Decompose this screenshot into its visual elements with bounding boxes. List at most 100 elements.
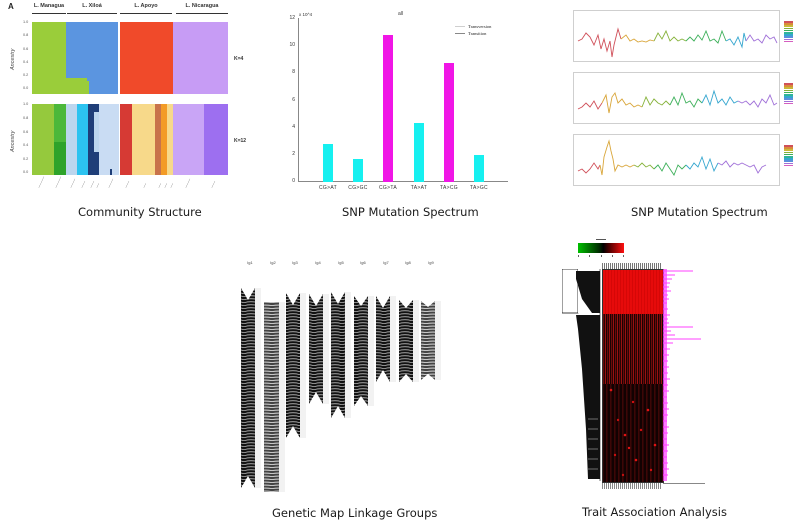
chart-title: all <box>398 11 404 17</box>
x-tick: CG>GC <box>348 185 368 191</box>
caption-snp-spectrum-lines: SNP Mutation Spectrum <box>631 205 768 219</box>
legend-swatch <box>455 26 465 27</box>
caption-genetic-map: Genetic Map Linkage Groups <box>272 506 438 520</box>
y-tick: 0.0 <box>23 170 29 174</box>
x-tick: TA>AT <box>410 185 428 191</box>
y-multiplier: x 10^4 <box>299 12 313 17</box>
line-plot-legend <box>784 21 793 43</box>
genetic-map-panel: lg1 lg2 lg3 lg4 lg5 lg6 lg7 lg8 lg9 <box>230 250 450 522</box>
caption-snp-spectrum-bar: SNP Mutation Spectrum <box>342 205 479 219</box>
line-plot-2 <box>573 72 793 124</box>
population-line <box>67 13 117 14</box>
x-tick: TA>CG <box>440 185 458 191</box>
row-dendrogram <box>562 269 601 481</box>
heatmap-x-axis <box>602 483 662 489</box>
line-plot-3 <box>573 134 793 186</box>
population-label-managua: L. Managua <box>33 3 65 9</box>
line-series-2 <box>577 89 778 114</box>
caption-trait-association: Trait Association Analysis <box>582 505 727 519</box>
k-label: K=4 <box>234 56 244 62</box>
heatmap-mid-block <box>603 314 663 384</box>
x-tick: TA>GC <box>470 185 488 191</box>
linkage-group-label: lg2 <box>270 260 276 265</box>
heatmap-column-labels <box>602 263 662 269</box>
y-axis-title: Ancestry <box>10 130 16 152</box>
y-tick: 1.0 <box>23 102 29 106</box>
bar-chart-plot-area: 12 10 8 6 4 2 0 <box>289 15 508 184</box>
population-label-apoyo: L. Apoyo <box>134 3 158 9</box>
y-tick: 10 <box>289 42 295 48</box>
caption-community-structure: Community Structure <box>78 205 202 219</box>
linkage-group-label: lg6 <box>360 260 366 265</box>
y-tick: 1.0 <box>23 20 29 24</box>
bar-cg-ta <box>383 35 393 182</box>
heatmap-low-block <box>603 384 663 482</box>
snp-spectrum-lines-panel: SNP Mutation Spectrum <box>535 0 811 225</box>
legend-item-transition: Transition <box>455 30 491 37</box>
population-line <box>120 13 172 14</box>
heatmap-grid <box>602 269 664 483</box>
line-plot-1 <box>573 10 793 62</box>
bar-cg-at <box>323 144 333 182</box>
line-series-3 <box>577 139 767 176</box>
population-line <box>32 13 66 14</box>
linkage-group-label: lg7 <box>383 260 389 265</box>
structure-plot-k12 <box>32 104 228 175</box>
population-label-nicaragua: L. Nicaragua <box>185 3 219 9</box>
linkage-group-label: lg8 <box>405 260 411 265</box>
heatmap-hotspots <box>609 388 657 477</box>
y-tick: 12 <box>289 15 295 21</box>
y-axis <box>298 18 299 182</box>
linkage-group-label: lg5 <box>338 260 344 265</box>
y-tick: 6 <box>292 97 295 103</box>
y-tick: 0.8 <box>23 33 29 37</box>
y-tick: 0.4 <box>23 60 29 64</box>
linkage-group-label: lg3 <box>292 260 298 265</box>
legend-item-transversion: Transversion <box>455 23 491 30</box>
y-tick: 0.2 <box>23 73 29 77</box>
bar-ta-at <box>414 123 424 182</box>
y-tick: 0.8 <box>23 116 29 120</box>
linkage-group-label: lg4 <box>315 260 321 265</box>
y-tick: 0.0 <box>23 86 29 90</box>
legend-swatch <box>455 33 465 34</box>
line-series-1 <box>577 27 778 58</box>
structure-plot-k4 <box>32 22 228 94</box>
population-line <box>176 13 228 14</box>
line-plot-legend <box>784 145 793 167</box>
y-tick: 0.2 <box>23 157 29 161</box>
chart-legend: Transversion Transition <box>455 23 491 37</box>
bar-ta-gc <box>474 155 484 182</box>
y-tick: 0.6 <box>23 130 29 134</box>
linkage-group-label: lg9 <box>428 260 434 265</box>
colorbar-title-line <box>596 239 606 240</box>
bar-ta-cg <box>444 63 454 182</box>
y-axis-title: Ancestry <box>10 48 16 70</box>
sample-axis-ticks: ───── ───── ──── ─── ─── ── ──── ─── ── … <box>37 175 217 189</box>
bar-cg-gc <box>353 159 363 182</box>
linkage-group-label: lg1 <box>247 260 253 265</box>
x-tick: CG>AT <box>319 185 337 191</box>
k-label: K=12 <box>234 138 247 144</box>
x-tick: CG>TA <box>379 185 397 191</box>
y-tick: 8 <box>292 69 295 75</box>
population-label-xiloa: L. Xiloá <box>82 3 102 9</box>
trait-bar-plot <box>663 269 701 481</box>
bars <box>298 18 508 182</box>
x-axis <box>298 181 508 182</box>
trait-association-panel: Trait Association Analysis <box>560 235 727 523</box>
y-tick: 4 <box>292 124 295 130</box>
heatmap-colorbar <box>578 243 624 253</box>
y-tick: 0.6 <box>23 47 29 51</box>
y-tick: 2 <box>292 151 295 157</box>
community-structure-panel: A L. Managua L. Xiloá L. Apoyo L. Nicara… <box>0 0 246 225</box>
linkage-map-chromosomes <box>241 288 441 492</box>
snp-spectrum-bar-panel: all x 10^4 Transversion Transition 12 10… <box>270 0 530 225</box>
y-tick: 0.4 <box>23 143 29 147</box>
colorbar-ticks <box>578 255 624 257</box>
y-tick: 0 <box>292 178 295 184</box>
panel-letter: A <box>8 2 14 11</box>
line-plot-legend <box>784 83 793 105</box>
bar-plot-x-axis <box>663 483 705 484</box>
heatmap-high-block <box>603 270 663 314</box>
